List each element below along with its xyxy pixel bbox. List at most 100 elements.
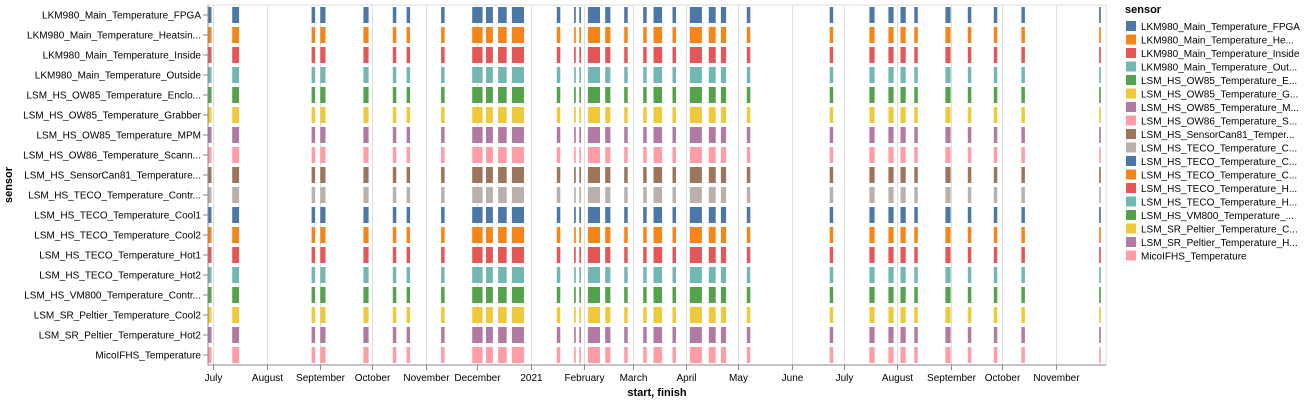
interval-bar <box>392 147 397 163</box>
interval-bar <box>643 87 647 103</box>
interval-bar <box>472 247 483 263</box>
interval-bar <box>311 347 316 363</box>
y-tick-label: LSM_HS_OW85_Temperature_Grabber <box>23 111 202 122</box>
interval-bar <box>441 147 445 163</box>
interval-bar <box>653 27 663 43</box>
interval-bar <box>653 187 663 203</box>
interval-bar <box>587 327 600 343</box>
interval-bar <box>708 107 716 123</box>
interval-bar <box>605 67 611 83</box>
interval-bar <box>967 187 972 203</box>
interval-bar <box>720 7 727 23</box>
interval-bar <box>363 187 369 203</box>
interval-bar <box>363 267 369 283</box>
interval-bar <box>672 327 676 343</box>
interval-bar <box>208 267 212 283</box>
interval-bar <box>605 327 611 343</box>
interval-bar <box>406 167 411 183</box>
interval-bar <box>708 7 716 23</box>
y-tick-label: LSM_HS_OW85_Temperature_Enclo... <box>26 91 201 102</box>
interval-bar <box>746 7 751 23</box>
interval-bar <box>967 307 972 323</box>
interval-bar <box>392 207 397 223</box>
interval-bar <box>511 207 524 223</box>
interval-bar <box>869 207 875 223</box>
interval-bar <box>232 167 240 183</box>
interval-bar <box>232 207 240 223</box>
interval-bar <box>869 147 875 163</box>
interval-bar <box>720 327 727 343</box>
x-tick-label: May <box>729 373 748 384</box>
interval-bar <box>829 127 834 143</box>
x-tick-label: July <box>205 373 223 384</box>
interval-bar <box>967 207 972 223</box>
interval-bar <box>311 167 316 183</box>
interval-bar <box>363 107 369 123</box>
legend-swatch <box>1126 169 1136 180</box>
interval-bar <box>587 47 600 63</box>
interval-bar <box>1021 287 1025 303</box>
interval-bar <box>914 107 918 123</box>
interval-bar <box>708 147 716 163</box>
legend-label: LSM_HS_SensorCan81_Temper... <box>1141 130 1294 141</box>
interval-bar <box>869 47 875 63</box>
interval-bar <box>392 7 397 23</box>
interval-bar <box>888 27 894 43</box>
interval-bar <box>672 87 676 103</box>
interval-bar <box>486 47 493 63</box>
interval-bar <box>643 307 647 323</box>
interval-bar <box>1021 227 1025 243</box>
interval-bar <box>511 27 524 43</box>
interval-bar <box>311 227 316 243</box>
interval-bar <box>672 147 676 163</box>
interval-bar <box>708 187 716 203</box>
interval-bar <box>574 307 576 323</box>
interval-bar <box>441 107 445 123</box>
interval-bar <box>579 207 581 223</box>
interval-bar <box>888 147 894 163</box>
interval-bar <box>472 327 483 343</box>
interval-bar <box>689 287 702 303</box>
interval-bar <box>406 27 411 43</box>
interval-bar <box>320 127 326 143</box>
interval-bar <box>653 67 663 83</box>
interval-bar <box>320 167 326 183</box>
legend-label: LKM980_Main_Temperature_Inside <box>1141 49 1300 60</box>
interval-bar <box>900 347 906 363</box>
interval-bar <box>486 207 493 223</box>
legend-swatch <box>1126 75 1136 85</box>
interval-bar <box>993 207 998 223</box>
interval-bar <box>993 7 998 23</box>
interval-bar <box>643 347 647 363</box>
interval-bar <box>967 147 972 163</box>
interval-bar <box>720 187 727 203</box>
legend-swatch <box>1126 183 1136 193</box>
interval-bar <box>1099 167 1101 183</box>
interval-bar <box>579 287 581 303</box>
interval-bar <box>574 187 576 203</box>
interval-bar <box>720 27 727 43</box>
legend-label: LSM_HS_TECO_Temperature_H... <box>1141 184 1297 195</box>
interval-bar <box>653 127 663 143</box>
interval-bar <box>320 147 326 163</box>
interval-bar <box>746 307 751 323</box>
interval-bar <box>574 207 576 223</box>
interval-bar <box>511 247 524 263</box>
interval-bar <box>967 107 972 123</box>
interval-bar <box>587 107 600 123</box>
interval-bar <box>993 247 998 263</box>
interval-bar <box>914 187 918 203</box>
x-tick-label: September <box>296 373 346 384</box>
interval-bar <box>672 267 676 283</box>
interval-bar <box>574 227 576 243</box>
interval-bar <box>689 327 702 343</box>
interval-bar <box>993 87 998 103</box>
interval-bar <box>363 207 369 223</box>
interval-bar <box>1021 347 1025 363</box>
interval-bar <box>869 7 875 23</box>
interval-bar <box>720 347 727 363</box>
interval-bar <box>574 7 576 23</box>
interval-bar <box>945 267 951 283</box>
interval-bar <box>967 87 972 103</box>
interval-bar <box>1021 207 1025 223</box>
